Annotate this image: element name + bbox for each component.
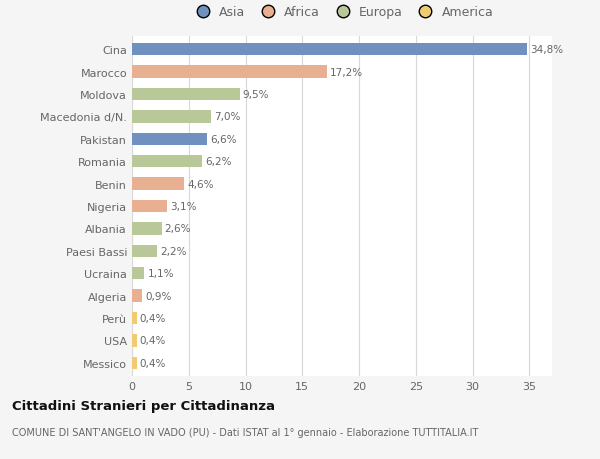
Bar — [132, 67, 327, 78]
Legend: Asia, Africa, Europa, America: Asia, Africa, Europa, America — [188, 4, 496, 22]
Text: 7,0%: 7,0% — [214, 112, 241, 122]
Text: 6,2%: 6,2% — [205, 157, 232, 167]
Text: COMUNE DI SANT'ANGELO IN VADO (PU) - Dati ISTAT al 1° gennaio - Elaborazione TUT: COMUNE DI SANT'ANGELO IN VADO (PU) - Dat… — [12, 427, 478, 437]
Bar — [132, 268, 145, 280]
Bar — [132, 89, 240, 101]
Text: 34,8%: 34,8% — [530, 45, 563, 55]
Text: 0,4%: 0,4% — [139, 313, 166, 323]
Text: 4,6%: 4,6% — [187, 179, 214, 189]
Text: 0,4%: 0,4% — [139, 358, 166, 368]
Bar — [132, 335, 137, 347]
Bar — [132, 223, 161, 235]
Text: 9,5%: 9,5% — [242, 90, 269, 100]
Bar — [132, 312, 137, 325]
Text: 1,1%: 1,1% — [148, 269, 174, 279]
Text: 3,1%: 3,1% — [170, 202, 197, 212]
Text: 17,2%: 17,2% — [330, 67, 363, 78]
Bar — [132, 156, 202, 168]
Text: Cittadini Stranieri per Cittadinanza: Cittadini Stranieri per Cittadinanza — [12, 399, 275, 412]
Text: 0,9%: 0,9% — [145, 291, 172, 301]
Text: 6,6%: 6,6% — [210, 134, 236, 145]
Bar — [132, 44, 527, 56]
Bar — [132, 357, 137, 369]
Bar — [132, 201, 167, 213]
Bar — [132, 111, 211, 123]
Bar — [132, 290, 142, 302]
Text: 0,4%: 0,4% — [139, 336, 166, 346]
Text: 2,6%: 2,6% — [164, 224, 191, 234]
Text: 2,2%: 2,2% — [160, 246, 187, 256]
Bar — [132, 245, 157, 257]
Bar — [132, 178, 184, 190]
Bar — [132, 134, 207, 146]
